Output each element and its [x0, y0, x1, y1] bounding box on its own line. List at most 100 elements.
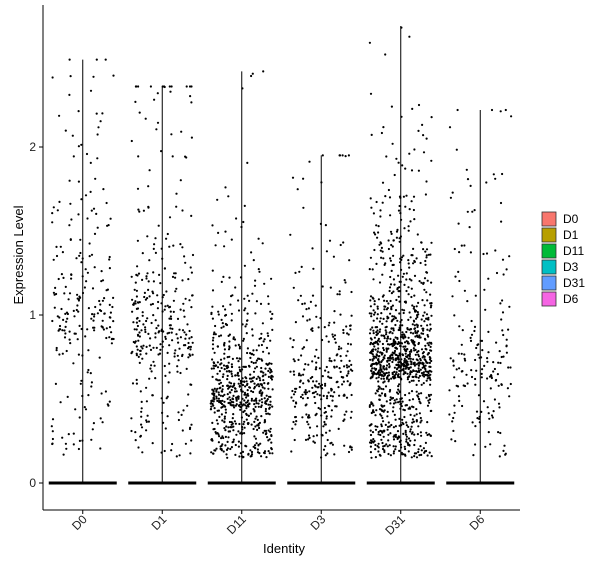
- data-point-D31: [410, 379, 413, 382]
- data-point-D0: [52, 206, 55, 209]
- data-point-D1: [141, 252, 144, 255]
- data-point-D31: [380, 312, 383, 315]
- data-point-D3: [311, 329, 314, 332]
- data-point-D11: [228, 276, 231, 279]
- data-point-D3: [343, 365, 346, 368]
- data-point-D11: [211, 358, 214, 361]
- data-point-D6: [466, 382, 469, 385]
- data-point-D0: [87, 349, 90, 352]
- data-point-D31: [371, 359, 374, 362]
- data-point-D6: [508, 395, 511, 398]
- data-point-D31: [419, 359, 422, 362]
- data-point-D3: [324, 382, 327, 385]
- data-point-D6: [509, 366, 512, 369]
- data-point-D11: [239, 452, 242, 455]
- data-point-D11: [240, 380, 243, 384]
- data-point-D3: [345, 325, 348, 328]
- data-point-D11: [250, 360, 253, 364]
- data-point-D3: [292, 339, 295, 342]
- data-point-D1: [147, 185, 150, 188]
- data-point-D6: [493, 367, 496, 371]
- data-point-D3: [345, 354, 348, 357]
- data-point-D31: [382, 388, 385, 391]
- data-point-D31: [409, 366, 412, 369]
- data-point-D6: [448, 389, 451, 392]
- data-point-D11: [224, 429, 227, 432]
- data-point-D6: [505, 345, 508, 348]
- data-point-D31: [383, 404, 386, 407]
- data-point-D6: [486, 360, 489, 363]
- data-point-D11: [224, 444, 227, 447]
- data-point-D3: [315, 361, 318, 364]
- data-point-D31: [422, 282, 425, 285]
- data-point-D11: [268, 407, 271, 410]
- data-point-D1: [168, 85, 171, 88]
- data-point-D3: [342, 331, 345, 334]
- data-point-D31: [376, 362, 379, 365]
- data-point-D0: [51, 442, 54, 446]
- data-point-D1: [156, 307, 159, 310]
- data-point-D11: [216, 361, 219, 364]
- data-point-D0: [74, 408, 77, 411]
- data-point-D31: [420, 383, 423, 386]
- data-point-D1: [169, 327, 172, 330]
- data-point-D11: [253, 284, 257, 287]
- data-point-D11: [247, 422, 250, 426]
- data-point-D1: [152, 346, 155, 349]
- data-point-D0: [108, 303, 111, 306]
- data-point-D31: [371, 440, 374, 443]
- data-point-D3: [312, 440, 315, 443]
- data-point-D3: [319, 222, 322, 225]
- data-point-D31: [384, 385, 388, 388]
- data-point-D31: [425, 180, 428, 183]
- data-point-D31: [389, 432, 392, 435]
- data-point-D11: [218, 370, 221, 373]
- data-point-D31: [386, 445, 389, 448]
- data-point-D6: [458, 279, 461, 283]
- data-point-D3: [326, 438, 329, 442]
- data-point-D0: [110, 338, 113, 341]
- data-point-D31: [410, 279, 413, 282]
- data-point-D0: [54, 382, 58, 385]
- data-point-D6: [506, 387, 509, 390]
- data-point-D31: [411, 339, 415, 342]
- data-point-D3: [305, 339, 308, 342]
- data-point-D11: [234, 344, 237, 347]
- data-point-D31: [413, 309, 417, 313]
- data-point-D3: [339, 370, 342, 373]
- data-point-D31: [370, 376, 373, 379]
- data-point-D11: [240, 388, 243, 391]
- data-point-D3: [327, 371, 330, 374]
- data-point-D11: [221, 375, 224, 378]
- data-point-D1: [190, 214, 193, 217]
- data-point-D31: [382, 257, 385, 260]
- data-point-D31: [415, 363, 418, 366]
- data-point-D0: [105, 336, 108, 340]
- data-point-D3: [349, 343, 352, 346]
- data-point-D3: [333, 453, 336, 456]
- data-point-D3: [321, 387, 324, 390]
- data-point-D11: [210, 312, 213, 316]
- data-point-D11: [230, 319, 233, 322]
- data-point-D6: [497, 431, 500, 434]
- data-point-D11: [248, 386, 252, 389]
- data-point-D11: [214, 364, 217, 367]
- data-point-D0: [55, 245, 58, 248]
- data-point-D3: [304, 391, 307, 394]
- data-point-D1: [172, 310, 175, 313]
- data-point-D31: [416, 315, 419, 319]
- data-point-D0: [76, 293, 79, 296]
- data-point-D11: [228, 369, 231, 373]
- data-point-D1: [130, 139, 133, 143]
- data-point-D0: [96, 133, 99, 136]
- data-point-D31: [399, 261, 402, 264]
- data-point-D31: [380, 387, 383, 390]
- data-point-D0: [51, 319, 54, 323]
- data-point-D31: [380, 423, 383, 426]
- data-point-D11: [237, 360, 240, 363]
- data-point-D31: [372, 355, 375, 358]
- data-point-D3: [339, 243, 342, 247]
- data-point-D1: [181, 353, 184, 356]
- data-point-D1: [174, 349, 177, 352]
- data-point-D11: [260, 370, 263, 373]
